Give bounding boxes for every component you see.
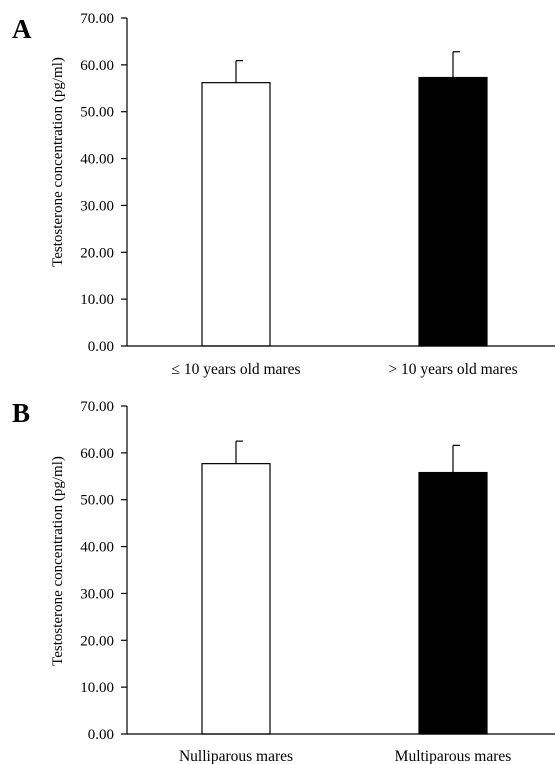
panel-a-bar-1 bbox=[201, 82, 271, 347]
panel-a-ytick-label: 50.00 bbox=[80, 105, 114, 121]
panel-b-category-label-1: Nulliparous mares bbox=[179, 748, 293, 764]
panel-a-yticks: 0.00 10.00 20.00 30.00 40.00 50.00 60.00 70.00 bbox=[80, 11, 127, 355]
panel-a-bars bbox=[201, 76, 488, 347]
panel-letter-b: B bbox=[12, 398, 30, 428]
panel-a-bar-2 bbox=[418, 76, 488, 347]
panel-a-ylabel: Testosterone concentration (pg/ml) bbox=[50, 57, 66, 267]
panel-b-bar-2 bbox=[418, 471, 488, 735]
panel-a-errorbars bbox=[235, 51, 460, 83]
panel-b-yticks: 0.00 10.00 20.00 30.00 40.00 50.00 60.00 70.00 bbox=[80, 399, 127, 743]
panel-b-ytick-label: 70.00 bbox=[80, 399, 114, 415]
panel-a-category-label-2: > 10 years old mares bbox=[388, 361, 517, 378]
panel-a-ytick-label: 10.00 bbox=[80, 292, 114, 308]
panel-a-ytick-label: 70.00 bbox=[80, 11, 114, 27]
panel-b-ytick-label: 60.00 bbox=[80, 446, 114, 462]
panel-b-ylabel: Testosterone concentration (pg/ml) bbox=[50, 456, 66, 666]
panel-b-ytick-label: 20.00 bbox=[80, 633, 114, 649]
panel-b-ytick-label: 30.00 bbox=[80, 586, 114, 602]
panel-letter-a: A bbox=[12, 14, 32, 44]
panel-a-ytick-label: 30.00 bbox=[80, 198, 114, 214]
panel-a-ytick-label: 0.00 bbox=[88, 339, 114, 355]
panel-b-ytick-label: 40.00 bbox=[80, 540, 114, 556]
panel-a-category-label-1: ≤ 10 years old mares bbox=[171, 361, 300, 378]
panel-b-ytick-label: 50.00 bbox=[80, 493, 114, 509]
panel-b-ytick-label: 10.00 bbox=[80, 680, 114, 696]
panel-a-ytick-label: 40.00 bbox=[80, 152, 114, 168]
panel-b-bar-1 bbox=[201, 463, 271, 735]
panel-a-ytick-label: 20.00 bbox=[80, 245, 114, 261]
panel-b-bars bbox=[201, 463, 488, 735]
panel-b-ytick-label: 0.00 bbox=[88, 727, 114, 743]
panel-b: B Testosterone concentration (pg/ml) 0.0… bbox=[12, 398, 555, 764]
panel-b-category-label-2: Multiparous mares bbox=[395, 748, 512, 764]
panel-a-ytick-label: 60.00 bbox=[80, 58, 114, 74]
panel-a: A Testosterone concentration (pg/ml) 0.0… bbox=[12, 11, 555, 378]
panel-b-errorbars bbox=[235, 440, 460, 473]
